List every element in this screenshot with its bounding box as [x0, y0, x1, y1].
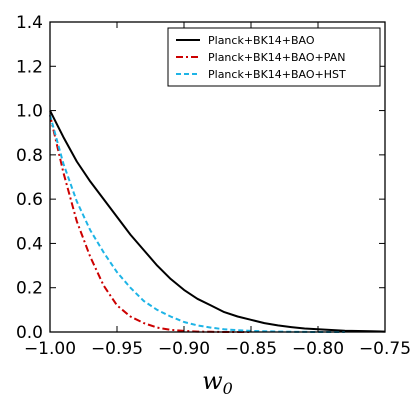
y-tick-label: 0.0 — [16, 323, 43, 343]
x-axis-label-subscript: 0 — [223, 379, 233, 398]
series-line-2 — [49, 114, 251, 333]
x-tick-label: −0.95 — [91, 339, 143, 359]
legend-label: Planck+BK14+BAO+PAN — [208, 51, 345, 64]
y-tick-label: 0.6 — [16, 190, 43, 210]
x-tick-label: −0.75 — [359, 339, 411, 359]
x-axis-label-main: w — [202, 367, 223, 395]
x-axis-label: w0 — [202, 367, 233, 398]
legend-label: Planck+BK14+BAO+HST — [208, 68, 346, 81]
plot-frame — [49, 21, 386, 333]
y-tick-label: 0.8 — [16, 146, 43, 166]
y-tick-label: 0.4 — [16, 234, 43, 254]
series-line-1 — [49, 110, 386, 333]
x-tick-label: −0.85 — [225, 339, 277, 359]
y-tick-label: 1.4 — [16, 13, 43, 33]
axis-ticks: −1.00 −0.95 −0.90 −0.85 −0.80 −0.75 0.0 0.2 0.4 0… — [16, 13, 411, 359]
legend-box — [167, 27, 381, 87]
y-tick-label: 1.0 — [16, 102, 43, 122]
x-tick-label: −1.00 — [24, 339, 76, 359]
legend: Planck+BK14+BAO Planck+BK14+BAO+PAN Planck… — [167, 27, 381, 87]
legend-label: Planck+BK14+BAO — [208, 34, 315, 47]
y-tick-label: 0.2 — [16, 279, 43, 299]
x-tick-label: −0.80 — [292, 339, 344, 359]
x-tick-label: −0.90 — [158, 339, 210, 359]
y-tick-label: 1.2 — [16, 57, 43, 77]
